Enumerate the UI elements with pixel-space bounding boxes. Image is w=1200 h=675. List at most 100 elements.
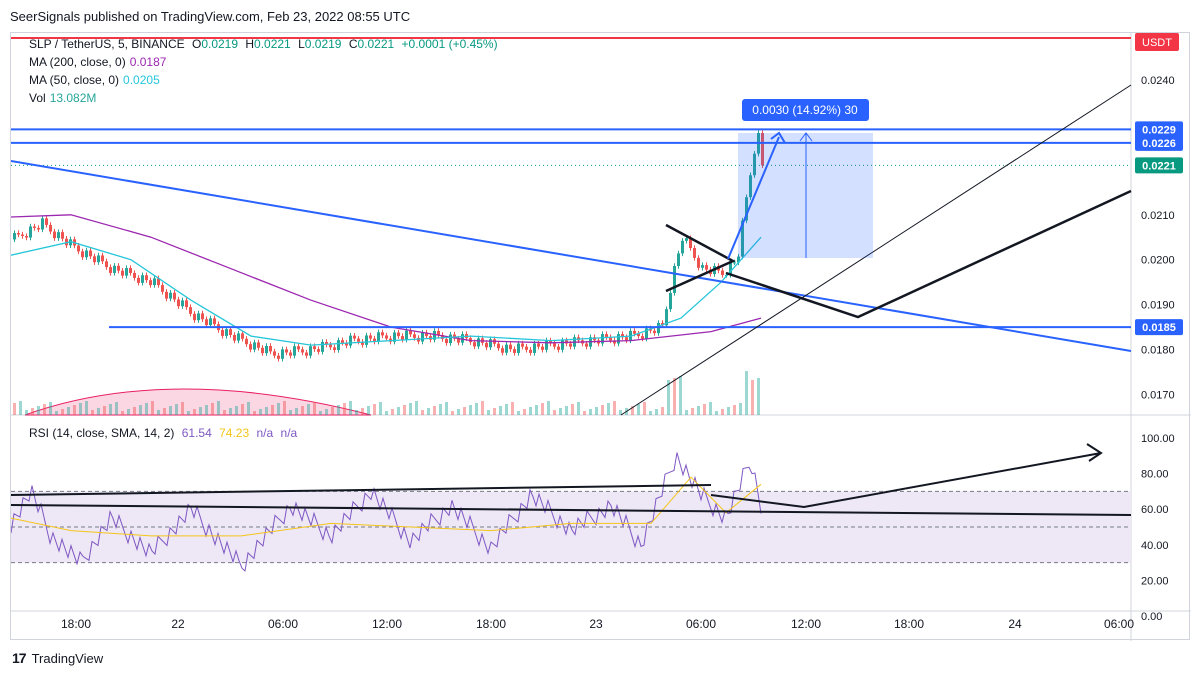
open-value: 0.0219 [201, 37, 239, 51]
volume-bar [235, 406, 238, 415]
time-tick-label: 12:00 [791, 617, 821, 631]
volume-bar [721, 409, 724, 415]
rsi-tick-label: 100.00 [1141, 433, 1175, 445]
volume-value: 13.082M [49, 91, 97, 105]
candle-body [329, 344, 332, 348]
candle-body [625, 337, 628, 341]
volume-bar [31, 408, 34, 415]
volume-bar [253, 411, 256, 415]
time-tick-label: 22 [171, 617, 185, 631]
candle-body [377, 332, 380, 342]
candle-body [585, 343, 588, 347]
volume-bar [379, 402, 382, 415]
candle-body [97, 255, 100, 263]
price-tick-label: 0.0180 [1141, 345, 1175, 357]
candle-body [697, 257, 700, 268]
brand-name: TradingView [31, 650, 104, 666]
candle-body [205, 319, 208, 326]
candle-body [557, 346, 560, 350]
candle-body [513, 349, 516, 353]
chart-frame[interactable]: USDT 0.0240 0.0210 0.0200 0.0190 0.0180 0.0170… [10, 32, 1191, 641]
candle-body [21, 234, 24, 237]
candle-body [421, 332, 424, 342]
candle-body [641, 336, 644, 339]
candle-body [145, 275, 148, 281]
chart-canvas[interactable]: USDT 0.0240 0.0210 0.0200 0.0190 0.0180 0.0170… [11, 33, 1191, 641]
candle-body [341, 340, 344, 343]
candle-body [669, 292, 672, 310]
candle-body [317, 349, 320, 352]
candle-body [637, 333, 640, 337]
candle-body [37, 227, 40, 230]
volume-bar [37, 406, 40, 415]
candle-body [125, 268, 128, 276]
candle-body [169, 292, 172, 299]
candle-body [605, 334, 608, 338]
time-tick-label: 06:00 [268, 617, 298, 631]
volume-bar [559, 408, 562, 415]
candle-body [705, 265, 708, 270]
volume-bar [715, 411, 718, 415]
candle-body [549, 340, 552, 344]
candle-body [457, 338, 460, 343]
volume-bar [331, 407, 334, 415]
price-label: 0.0229 [1142, 124, 1176, 136]
candle-body [137, 277, 140, 283]
candle-body [53, 231, 56, 239]
volume-bar [115, 402, 118, 415]
volume-bar [337, 405, 340, 415]
rsi-sma-line [11, 476, 762, 537]
volume-bar [595, 407, 598, 415]
publish-credit: SeerSignals published on TradingView.com… [10, 9, 411, 24]
candle-body [337, 340, 340, 351]
candle-body [257, 342, 260, 348]
candle-body [677, 253, 680, 266]
volume-bar [139, 405, 142, 415]
ma200-value: 0.0187 [129, 55, 167, 69]
volume-bar [217, 401, 220, 415]
volume-bar [613, 401, 616, 415]
volume-bar [19, 401, 22, 415]
price-tick-label: 0.0190 [1141, 300, 1175, 312]
candle-body [741, 220, 744, 257]
candle-body [685, 238, 688, 241]
candle-body [553, 343, 556, 347]
volume-bar [277, 403, 280, 415]
candle-body [445, 339, 448, 344]
volume-bar [445, 402, 448, 415]
volume-bar [583, 411, 586, 415]
volume-bar [733, 405, 736, 415]
candle-body [433, 330, 436, 340]
candle-body [485, 342, 488, 348]
price-label: 0.0221 [1142, 160, 1176, 172]
volume-bar [589, 409, 592, 415]
candle-body [305, 352, 308, 356]
volume-bar [661, 407, 664, 415]
volume-bar [511, 402, 514, 415]
time-tick-label: 12:00 [372, 617, 402, 631]
price-label: 0.0185 [1142, 322, 1176, 334]
volume-bar [205, 405, 208, 415]
volume-bar [295, 408, 298, 415]
price-label-bg [1135, 134, 1183, 151]
candle-body [537, 343, 540, 347]
candle-body [413, 334, 416, 338]
candle-body [721, 270, 724, 275]
candle-body [653, 330, 656, 334]
candle-body [225, 329, 228, 336]
volume-bar [67, 407, 70, 415]
volume-bar [745, 371, 748, 415]
candle-body [85, 250, 88, 258]
measure-arrow-icon [799, 132, 813, 142]
volume-bar [709, 402, 712, 415]
tradingview-brand[interactable]: 17 TradingView [12, 650, 103, 666]
high-label: H [245, 37, 255, 51]
candle-body [405, 330, 408, 340]
price-label-bg [1135, 319, 1183, 336]
candle-body [269, 345, 272, 352]
candle-body [393, 332, 396, 342]
candle-body [45, 218, 48, 225]
candle-body [117, 265, 120, 271]
candle-body [673, 265, 676, 293]
volume-bar [259, 409, 262, 415]
